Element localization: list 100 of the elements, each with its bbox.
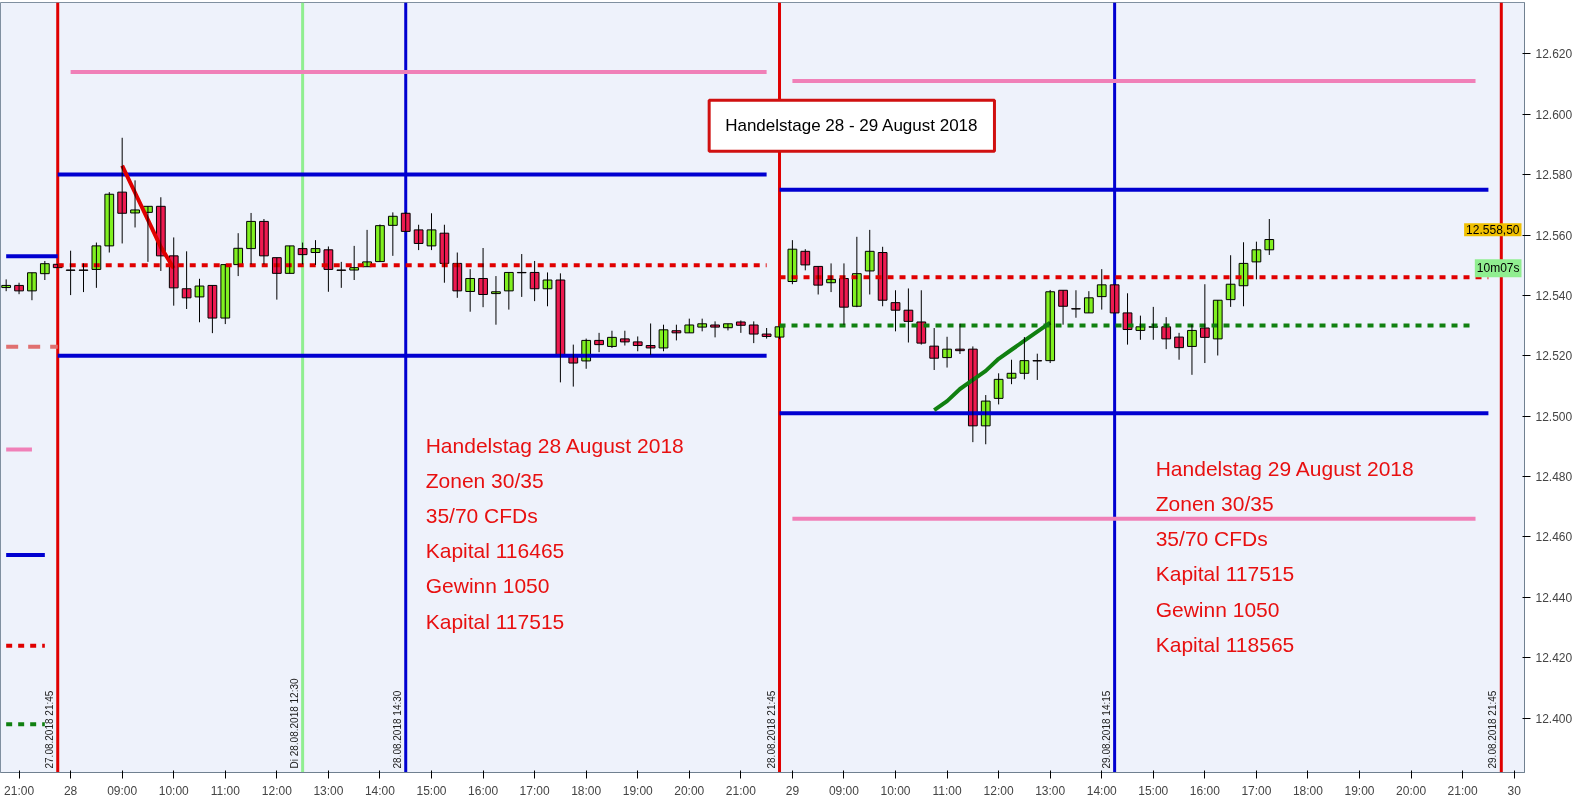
y-tick-label: 12.620 <box>1535 47 1573 62</box>
annotation: 28.08.2018 14:30 <box>391 690 403 769</box>
y-tick-label: 12.460 <box>1535 530 1573 545</box>
annotation: Di 28.08.2018 12:30 <box>288 677 300 769</box>
candlestick <box>697 318 708 332</box>
y-tick-label: 12.400 <box>1535 711 1573 726</box>
candlestick <box>1238 241 1249 307</box>
candlestick <box>439 224 450 284</box>
annotation: Handelstag 28 August 2018 Zonen 30/35 35/70 CFDs Kapital 116465 Gewinn 1050 Kapital 117515 <box>425 433 684 633</box>
y-tick-label: 12.520 <box>1535 349 1573 364</box>
candlestick <box>890 289 901 332</box>
x-tick-label: 21:00 <box>1447 783 1478 798</box>
candlestick <box>929 327 940 371</box>
candlestick <box>735 319 746 334</box>
x-tick-label: 30 <box>1507 783 1522 798</box>
x-tick-label: 20:00 <box>1396 783 1427 798</box>
candlestick <box>78 262 89 293</box>
x-tick-label: 15:00 <box>1138 783 1169 798</box>
candlestick <box>1006 359 1017 385</box>
y-tick-label: 12.540 <box>1535 288 1573 303</box>
candlestick <box>284 245 295 274</box>
candlestick <box>1122 292 1133 346</box>
x-tick-label: 09:00 <box>107 783 138 798</box>
x-tick-label: 17:00 <box>519 783 550 798</box>
candlestick <box>1251 241 1262 280</box>
x-tick-label: 18:00 <box>1292 783 1324 798</box>
candlestick <box>1264 218 1275 256</box>
candlestick <box>194 278 205 323</box>
candlestick <box>1019 336 1030 380</box>
annotation: 12.558,50 <box>1466 223 1520 238</box>
candlestick <box>503 271 514 311</box>
x-tick-label: 13:00 <box>313 783 344 798</box>
x-tick-label: 11:00 <box>932 783 962 798</box>
annotation: 29.08.2018 14:15 <box>1100 690 1112 769</box>
candlestick <box>542 271 553 307</box>
x-tick-label: 12:00 <box>261 783 293 798</box>
y-tick-label: 12.580 <box>1535 168 1573 183</box>
candlestick <box>619 330 630 347</box>
candlestick <box>800 248 811 271</box>
candlestick <box>864 229 875 295</box>
candlestick <box>130 179 140 228</box>
candlestick <box>1161 316 1172 350</box>
candlestick <box>310 239 321 266</box>
x-tick-label: 19:00 <box>622 783 654 798</box>
candlestick <box>400 211 411 232</box>
x-tick-label: 11:00 <box>210 783 241 798</box>
candlestick <box>387 211 398 257</box>
y-tick-label: 12.440 <box>1535 590 1573 605</box>
x-tick-label: 18:00 <box>571 783 602 798</box>
annotation: Handelstag 29 August 2018 Zonen 30/35 35/70 CFDs Kapital 117515 Gewinn 1050 Kapital 118565 <box>1155 456 1414 656</box>
candlestick <box>993 372 1004 405</box>
x-tick-label: 19:00 <box>1344 783 1375 798</box>
y-tick-label: 12.420 <box>1535 651 1573 666</box>
candlestick <box>336 261 347 289</box>
candlestick <box>181 250 192 310</box>
candlestick <box>491 275 501 326</box>
candlestick <box>465 268 476 313</box>
x-tick-label: 16:00 <box>1189 783 1221 798</box>
candlestick <box>65 250 76 296</box>
candlestick <box>761 327 772 340</box>
candlestick <box>529 260 540 302</box>
y-tick-label: 12.480 <box>1535 470 1573 485</box>
candlestick <box>748 320 759 344</box>
text: Handelstage 28 - 29 August 2018 <box>725 116 978 136</box>
candlestick <box>658 324 669 352</box>
x-tick-label: 10:00 <box>158 783 190 798</box>
y-tick-label: 12.600 <box>1535 107 1573 122</box>
x-tick-label: 21:00 <box>725 783 757 798</box>
candlestick <box>297 242 308 265</box>
candlestick <box>117 137 128 244</box>
candlestick <box>104 191 115 254</box>
candlestick <box>39 260 50 281</box>
x-tick-label: 14:00 <box>364 783 396 798</box>
x-tick-label: 21:00 <box>4 783 35 798</box>
candlestick <box>220 264 231 325</box>
candlestick <box>1225 254 1236 308</box>
candlestick <box>555 272 566 383</box>
candlestick <box>207 284 218 334</box>
annotation: 28.08.2018 21:45 <box>765 690 777 769</box>
x-tick-label: 15:00 <box>416 783 447 798</box>
candlestick <box>710 320 720 338</box>
x-tick-label: 10:00 <box>880 783 911 798</box>
candlestick <box>903 287 914 344</box>
candlestick <box>671 324 682 341</box>
candlestick <box>774 326 785 340</box>
x-tick-label: 29 <box>785 783 800 798</box>
annotation: 27.08.2018 21:45 <box>43 690 55 769</box>
x-tick-label: 28 <box>63 783 78 798</box>
candlestick <box>426 212 437 251</box>
x-tick-label: 20:00 <box>674 783 705 798</box>
x-tick-label: 13:00 <box>1035 783 1066 798</box>
x-tick-label: 12:00 <box>983 783 1014 798</box>
x-tick-label: 16:00 <box>468 783 499 798</box>
annotation: 10m07s <box>1476 261 1520 276</box>
candlestick <box>1109 284 1120 314</box>
candlestick <box>645 322 656 356</box>
candlestick <box>1 278 12 292</box>
y-tick-label: 12.500 <box>1535 409 1573 424</box>
x-tick-label: 17:00 <box>1241 783 1272 798</box>
candlestick <box>349 245 360 281</box>
